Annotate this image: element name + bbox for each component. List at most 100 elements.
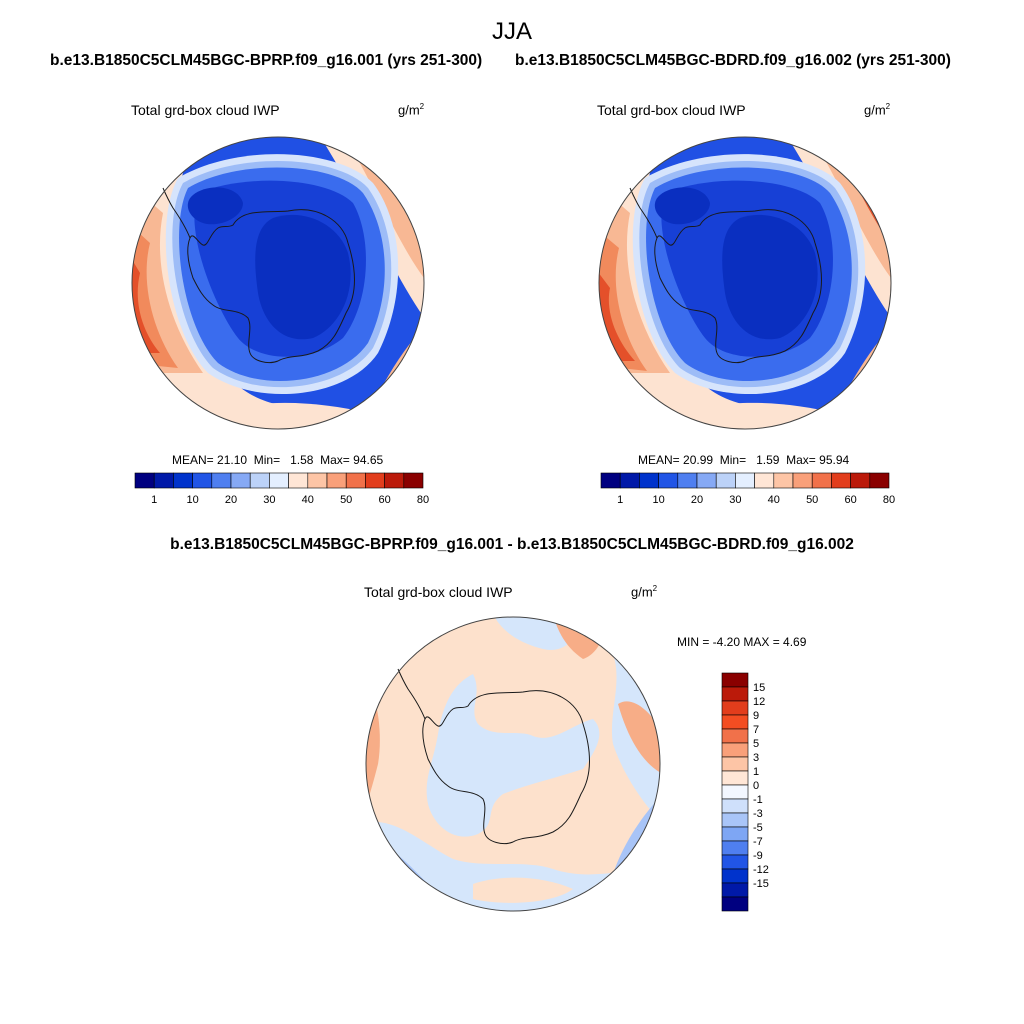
peninsula — [162, 187, 191, 239]
colorbar-tick-label: 10 — [186, 494, 198, 506]
variable-label-left: Total grd-box cloud IWP — [131, 102, 280, 118]
colorbar-tick-label: 40 — [768, 494, 780, 506]
field-warm-ne-darkest — [398, 137, 424, 175]
colorbar-tick-label: 3 — [753, 752, 759, 764]
colorbar-swatch — [721, 840, 749, 856]
colorbar-tick-label: -7 — [753, 836, 763, 848]
colorbar-tick-label: 80 — [417, 494, 429, 506]
polar-map-left — [131, 136, 425, 430]
colorbar-tick-label: -15 — [753, 878, 769, 890]
colorbar-swatch — [639, 472, 659, 489]
colorbar-swatch — [134, 472, 155, 489]
colorbar-tick-label: 60 — [844, 494, 856, 506]
stats-left: MEAN= 21.10 Min= 1.58 Max= 94.65 — [172, 453, 384, 467]
colorbar-swatch — [153, 472, 174, 489]
colorbar-swatch — [721, 868, 749, 884]
colorbar-swatch — [721, 812, 749, 828]
colorbar-swatch — [721, 714, 749, 730]
colorbar-tick-label: 0 — [753, 780, 759, 792]
colorbar-swatch — [677, 472, 698, 489]
colorbar-swatch — [249, 472, 270, 489]
colorbar-swatch — [269, 472, 289, 489]
colorbar-swatch — [721, 700, 749, 716]
variable-label-right: Total grd-box cloud IWP — [597, 102, 746, 118]
colorbar-tick-label: 30 — [729, 494, 741, 506]
field-inner-dark-nw — [654, 187, 710, 225]
colorbar-swatch — [403, 472, 424, 489]
coastline — [654, 209, 822, 364]
coastline — [187, 209, 355, 364]
map-border — [598, 136, 892, 430]
colorbar-swatch — [721, 770, 749, 786]
diff-variable-label: Total grd-box cloud IWP — [364, 584, 513, 600]
colorbar-swatch — [869, 472, 890, 489]
case-title-left: b.e13.B1850C5CLM45BGC-BPRP.f09_g16.001 (… — [50, 52, 483, 69]
colorbar-swatch — [600, 472, 621, 489]
field-inner-dark-nw — [187, 187, 243, 225]
colorbar-swatch — [230, 472, 251, 489]
diff-pos-east-mid — [618, 701, 660, 774]
colorbar-swatch — [721, 728, 749, 744]
map-border — [131, 136, 425, 430]
colorbar-swatch — [792, 472, 813, 489]
diff-pos-south — [473, 877, 573, 903]
colorbar-swatch — [192, 472, 213, 489]
colorbar-swatch — [288, 472, 309, 489]
colorbar-swatch — [831, 472, 851, 489]
colorbar-tick-label: 5 — [753, 738, 759, 750]
colorbar-swatch — [773, 472, 794, 489]
colorbar-swatch — [811, 472, 832, 489]
colorbar-tick-label: 10 — [652, 494, 664, 506]
colorbar-tick-label: -12 — [753, 864, 769, 876]
units-label-left: g/m2 — [398, 102, 425, 118]
colorbar-swatch — [721, 798, 749, 814]
diff-neg-interior — [426, 674, 600, 837]
colorbar-tick-label: 40 — [302, 494, 314, 506]
case-title-right: b.e13.B1850C5CLM45BGC-BDRD.f09_g16.002 (… — [515, 52, 951, 69]
colorbar-swatch — [754, 472, 775, 489]
colorbar-swatch — [721, 756, 749, 772]
polar-map-right — [598, 136, 892, 430]
colorbar-swatch — [850, 472, 871, 489]
field-warm-ne-darkest — [860, 137, 891, 183]
diff-title: b.e13.B1850C5CLM45BGC-BPRP.f09_g16.001 -… — [170, 536, 854, 553]
diff-minmax: MIN = -4.20 MAX = 4.69 — [677, 635, 807, 649]
field-inner-dark — [255, 214, 351, 340]
colorbar-swatch — [307, 472, 328, 489]
colorbar-tick-label: 50 — [340, 494, 352, 506]
colorbar-tick-label: 50 — [806, 494, 818, 506]
diff-neg-nw-mid — [366, 617, 418, 659]
colorbar-tick-label: 60 — [378, 494, 390, 506]
colorbar-swatch — [735, 472, 755, 489]
season-title: JJA — [491, 18, 532, 45]
colorbar-swatch — [721, 686, 749, 702]
peninsula — [629, 187, 658, 239]
colorbar-tick-label: 1 — [617, 494, 623, 506]
colorbar-diff: 15 12 9 7 5 3 1 0 -1 -3 -5 -7 -9 -12 -15 — [721, 672, 769, 912]
colorbar-tick-label: 7 — [753, 724, 759, 736]
colorbar-tick-label: 20 — [691, 494, 703, 506]
colorbar-tick-label: 12 — [753, 696, 765, 708]
colorbar-tick-label: 80 — [883, 494, 895, 506]
colorbar-tick-label: 9 — [753, 710, 759, 722]
coastline — [422, 690, 590, 845]
colorbar-swatch — [211, 472, 232, 489]
colorbar-tick-label: 15 — [753, 682, 765, 694]
colorbar-swatch — [173, 472, 193, 489]
colorbar-swatch — [721, 854, 749, 870]
colorbar-swatch — [696, 472, 717, 489]
colorbar-tick-label: -1 — [753, 794, 763, 806]
stats-right: MEAN= 20.99 Min= 1.59 Max= 95.94 — [638, 453, 850, 467]
colorbar-tick-label: 1 — [151, 494, 157, 506]
colorbar-swatch — [326, 472, 347, 489]
colorbar-swatch — [721, 896, 749, 912]
colorbar-left: 1 10 20 30 40 50 60 80 — [134, 472, 429, 506]
polar-map-diff — [365, 616, 661, 912]
colorbar-swatch — [619, 472, 640, 489]
colorbar-swatch — [715, 472, 736, 489]
colorbar-swatch — [721, 784, 749, 800]
colorbar-tick-label: -5 — [753, 822, 763, 834]
colorbar-swatch — [365, 472, 385, 489]
colorbar-swatch — [721, 882, 749, 898]
colorbar-swatch — [721, 742, 749, 758]
